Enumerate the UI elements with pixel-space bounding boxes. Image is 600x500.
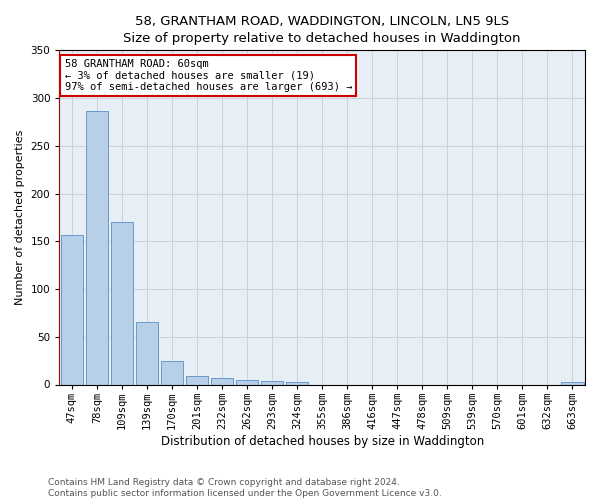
Bar [110, 222, 133, 384]
Text: 58 GRANTHAM ROAD: 60sqm
← 3% of detached houses are smaller (19)
97% of semi-det: 58 GRANTHAM ROAD: 60sqm ← 3% of detached… [65, 58, 352, 92]
Bar [86, 112, 108, 384]
Text: Contains HM Land Registry data © Crown copyright and database right 2024.
Contai: Contains HM Land Registry data © Crown c… [48, 478, 442, 498]
Bar [161, 360, 183, 384]
Bar [61, 234, 83, 384]
X-axis label: Distribution of detached houses by size in Waddington: Distribution of detached houses by size … [161, 434, 484, 448]
Bar [236, 380, 259, 384]
Title: 58, GRANTHAM ROAD, WADDINGTON, LINCOLN, LN5 9LS
Size of property relative to det: 58, GRANTHAM ROAD, WADDINGTON, LINCOLN, … [124, 15, 521, 45]
Bar [136, 322, 158, 384]
Bar [186, 376, 208, 384]
Bar [286, 382, 308, 384]
Bar [211, 378, 233, 384]
Bar [261, 380, 283, 384]
Bar [561, 382, 584, 384]
Y-axis label: Number of detached properties: Number of detached properties [15, 130, 25, 305]
